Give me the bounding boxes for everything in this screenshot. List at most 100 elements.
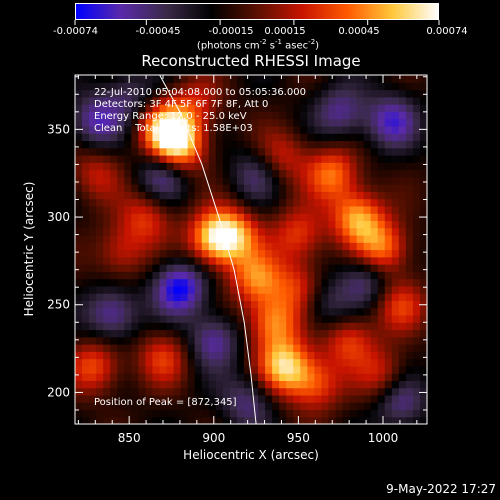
- heatmap-cell: [384, 191, 393, 200]
- heatmap-cell: [419, 249, 428, 258]
- heatmap-cell: [229, 365, 238, 374]
- heatmap-cell: [110, 213, 118, 222]
- heatmap-cell: [110, 402, 118, 411]
- heatmap-cell: [201, 365, 210, 374]
- heatmap-cell: [103, 227, 111, 236]
- heatmap-cell: [96, 307, 104, 316]
- heatmap-cell: [265, 162, 273, 171]
- heatmap-cell: [258, 227, 266, 236]
- heatmap-cell: [356, 96, 365, 105]
- heatmap-cell: [286, 336, 294, 345]
- heatmap-cell: [328, 227, 337, 236]
- heatmap-cell: [201, 89, 210, 98]
- heatmap-cell: [173, 402, 182, 411]
- heatmap-cell: [321, 104, 330, 112]
- heatmap-cell: [145, 96, 154, 105]
- heatmap-cell: [201, 300, 210, 309]
- heatmap-cell: [265, 154, 273, 163]
- heatmap-cell: [251, 394, 259, 403]
- heatmap-cell: [335, 285, 344, 294]
- heatmap-cell: [321, 154, 330, 163]
- heatmap-cell: [82, 234, 90, 243]
- heatmap-cell: [384, 184, 393, 192]
- heatmap-cell: [370, 227, 379, 236]
- heatmap-cell: [96, 133, 104, 142]
- heatmap-cell: [321, 242, 330, 251]
- heatmap-cell: [82, 162, 90, 171]
- heatmap-cell: [222, 125, 231, 134]
- heatmap-cell: [300, 191, 308, 200]
- heatmap-cell: [321, 351, 330, 360]
- heatmap-cell: [96, 96, 104, 105]
- heatmap-cell: [391, 336, 400, 345]
- heatmap-cell: [222, 336, 231, 345]
- heatmap-cell: [131, 416, 139, 425]
- heatmap-cell: [173, 271, 182, 280]
- colorbar: [75, 3, 439, 20]
- heatmap-cell: [356, 111, 365, 120]
- heatmap-cell: [82, 402, 90, 411]
- heatmap-cell: [405, 271, 414, 280]
- heatmap-cell: [82, 307, 90, 316]
- heatmap-cell: [194, 140, 203, 149]
- heatmap-cell: [75, 104, 83, 112]
- heatmap-cell: [124, 96, 132, 105]
- heatmap-cell: [335, 118, 344, 127]
- heatmap-cell: [356, 227, 365, 236]
- heatmap-cell: [117, 256, 125, 265]
- heatmap-cell: [314, 409, 322, 418]
- heatmap-cell: [166, 133, 175, 142]
- heatmap-cell: [173, 140, 182, 149]
- heatmap-cell: [236, 89, 245, 98]
- heatmap-cell: [272, 416, 280, 425]
- heatmap-cell: [187, 307, 196, 316]
- heatmap-cell: [138, 111, 146, 120]
- heatmap-cell: [75, 111, 83, 120]
- heatmap-cell: [131, 191, 139, 200]
- heatmap-cell: [152, 118, 161, 127]
- heatmap-cell: [363, 227, 372, 236]
- heatmap-cell: [286, 322, 294, 331]
- heatmap-cell: [124, 409, 132, 418]
- heatmap-cell: [307, 184, 315, 192]
- heatmap-cell: [89, 162, 97, 171]
- heatmap-cell: [124, 104, 132, 112]
- heatmap-cell: [335, 191, 344, 200]
- heatmap-cell: [258, 285, 266, 294]
- heatmap-cell: [187, 220, 196, 229]
- heatmap-cell: [321, 402, 330, 411]
- heatmap-cell: [180, 75, 189, 83]
- heatmap-cell: [398, 89, 407, 98]
- heatmap-cell: [96, 271, 104, 280]
- heatmap-cells: [75, 75, 428, 425]
- heatmap-cell: [391, 373, 400, 381]
- heatmap-cell: [187, 96, 196, 105]
- heatmap-cell: [412, 147, 421, 156]
- heatmap-cell: [208, 82, 217, 91]
- heatmap-cell: [152, 293, 161, 301]
- heatmap-cell: [138, 89, 146, 98]
- heatmap-cell: [75, 191, 83, 200]
- heatmap-cell: [208, 184, 217, 192]
- heatmap-cell: [279, 220, 287, 229]
- heatmap-cell: [131, 169, 139, 178]
- heatmap-cell: [377, 293, 386, 301]
- heatmap-cell: [159, 409, 168, 418]
- heatmap-cell: [265, 140, 273, 149]
- heatmap-cell: [377, 184, 386, 192]
- heatmap-cell: [89, 118, 97, 127]
- heatmap-cell: [89, 373, 97, 381]
- heatmap-cell: [377, 409, 386, 418]
- heatmap-cell: [222, 373, 231, 381]
- heatmap-cell: [342, 140, 351, 149]
- heatmap-cell: [363, 147, 372, 156]
- heatmap-cell: [103, 169, 111, 178]
- heatmap-cell: [75, 96, 83, 105]
- heatmap-cell: [187, 169, 196, 178]
- heatmap-cell: [419, 322, 428, 331]
- heatmap-cell: [391, 191, 400, 200]
- heatmap-cell: [363, 380, 372, 389]
- heatmap-cell: [145, 351, 154, 360]
- heatmap-cell: [258, 184, 266, 192]
- heatmap-cell: [398, 227, 407, 236]
